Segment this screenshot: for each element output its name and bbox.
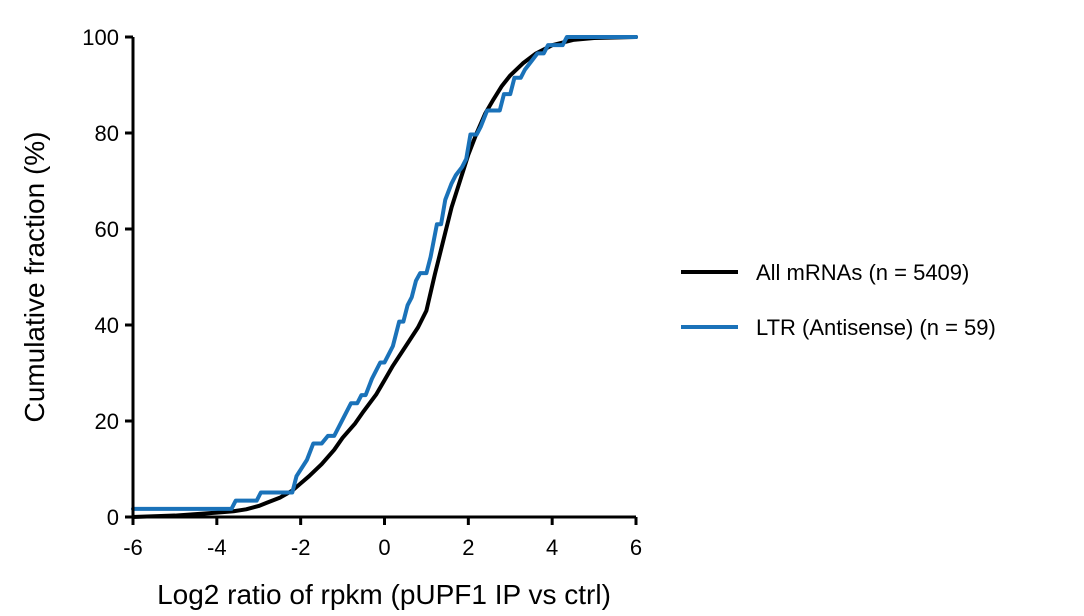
legend: All mRNAs (n = 5409) LTR (Antisense) (n =…: [681, 260, 996, 340]
axes-layer: [131, 37, 636, 519]
y-axis-label: Cumulative fraction (%): [19, 132, 50, 423]
y-tick-label: 20: [95, 409, 119, 434]
x-tick-label: 6: [630, 535, 642, 560]
y-tick-label: 0: [107, 505, 119, 530]
y-tick-label: 60: [95, 217, 119, 242]
x-tick-label: -6: [123, 535, 143, 560]
y-tick-label: 100: [82, 25, 119, 50]
legend-label-0: All mRNAs (n = 5409): [756, 260, 969, 285]
x-tick-label: -4: [207, 535, 227, 560]
x-tick-label: 2: [462, 535, 474, 560]
x-tick-label: 4: [546, 535, 558, 560]
legend-label-1: LTR (Antisense) (n = 59): [756, 315, 996, 340]
x-tick-label: 0: [378, 535, 390, 560]
x-axis-label: Log2 ratio of rpkm (pUPF1 IP vs ctrl): [157, 579, 611, 610]
series-line-1: [131, 35, 638, 511]
series-layer: [131, 35, 638, 519]
y-tick-label: 40: [95, 313, 119, 338]
y-tick-label: 80: [95, 121, 119, 146]
x-tick-label: -2: [291, 535, 311, 560]
series-line-0: [131, 35, 638, 519]
